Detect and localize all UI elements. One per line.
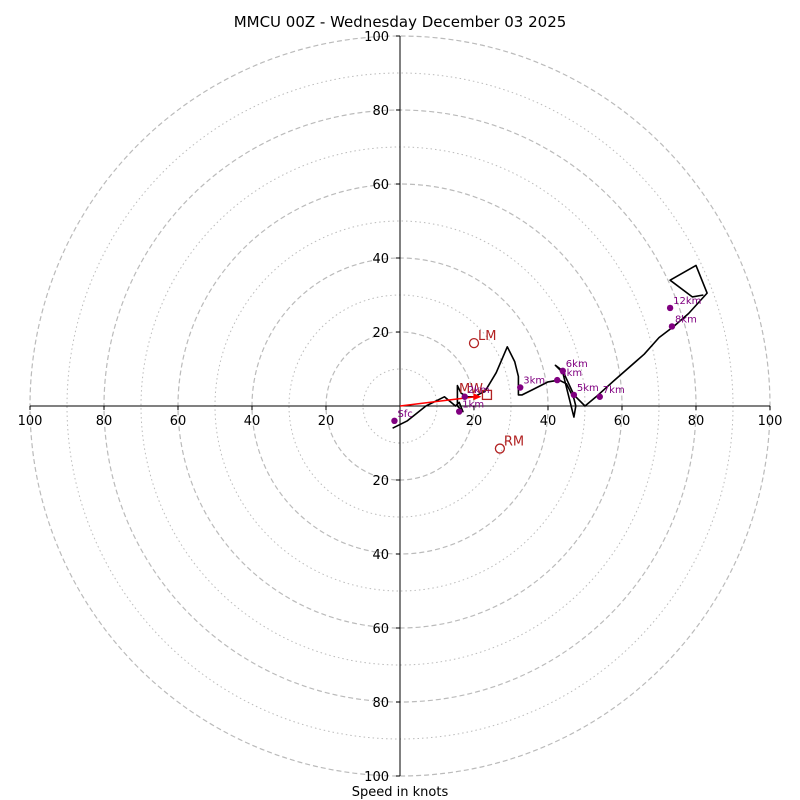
level-dot-8km: [668, 323, 676, 330]
level-dot-3km: [517, 384, 524, 391]
motion-marker-mw: [481, 389, 493, 401]
y-tick-label: 60: [372, 622, 389, 637]
x-tick-label: 100: [18, 414, 43, 429]
level-dot-5km: [570, 391, 578, 399]
x-axis-label: Speed in knots: [352, 785, 449, 800]
level-label-4km: 4km: [560, 368, 582, 379]
level-label-5km: 5km: [577, 383, 599, 394]
level-label-2km: 2km: [468, 385, 490, 396]
motion-marker-rm: [494, 443, 506, 454]
level-label-8km: 8km: [675, 314, 697, 325]
storm-motions: LM MW RM: [399, 329, 524, 454]
level-dot-6km: [559, 367, 566, 375]
y-tick-label: 80: [372, 696, 389, 711]
y-tick-label: 100: [364, 30, 389, 45]
level-label-6km: 6km: [566, 359, 588, 370]
x-tick-label: 40: [540, 414, 557, 429]
y-tick-label: 20: [372, 326, 389, 341]
x-tick-label: 60: [614, 414, 631, 429]
y-tick-label: 80: [372, 104, 389, 119]
level-dot-4km: [554, 376, 561, 384]
y-tick-label: 20: [372, 474, 389, 489]
height-levels: Sfc 1km 2km 3km 4km 5km 6km 7km 8km 12km: [391, 296, 701, 424]
level-dot-2km: [461, 393, 468, 400]
y-tick-label: 60: [372, 178, 389, 193]
y-tick-label: 100: [364, 770, 389, 785]
x-tick-label: 60: [170, 414, 187, 429]
x-tick-label: 80: [96, 414, 113, 429]
level-dot-1km: [456, 408, 463, 415]
tick-labels: 100 80 60 40 20 20 40 60 80 100 100 80 60 40 20 20 40 60 8…: [18, 30, 783, 785]
level-label-3km: 3km: [523, 376, 545, 387]
level-dot-12km: [666, 304, 674, 312]
y-tick-label: 40: [372, 548, 389, 563]
motion-label-rm: RM: [504, 435, 524, 450]
motion-label-lm: LM: [478, 329, 496, 344]
level-dot-7km: [596, 393, 603, 400]
x-tick-label: 20: [318, 414, 335, 429]
wind-profile: [392, 264, 708, 429]
y-tick-label: 40: [372, 252, 389, 267]
motion-marker-lm: [468, 337, 480, 349]
level-label-12km: 12km: [673, 296, 701, 307]
x-tick-label: 20: [466, 414, 483, 429]
motion-label-mw: MW: [459, 382, 483, 397]
x-tick-label: 40: [244, 414, 261, 429]
level-label-1km: 1km: [462, 400, 484, 411]
level-label-sfc: Sfc: [397, 409, 412, 420]
hodograph-trace: [392, 264, 708, 429]
x-tick-label: 80: [688, 414, 705, 429]
level-label-7km: 7km: [603, 385, 625, 396]
level-dot-sfc: [391, 417, 398, 424]
x-tick-label: 100: [758, 414, 783, 429]
chart-title: MMCU 00Z - Wednesday December 03 2025: [234, 13, 567, 31]
mean-wind-arrowhead: [473, 393, 482, 401]
